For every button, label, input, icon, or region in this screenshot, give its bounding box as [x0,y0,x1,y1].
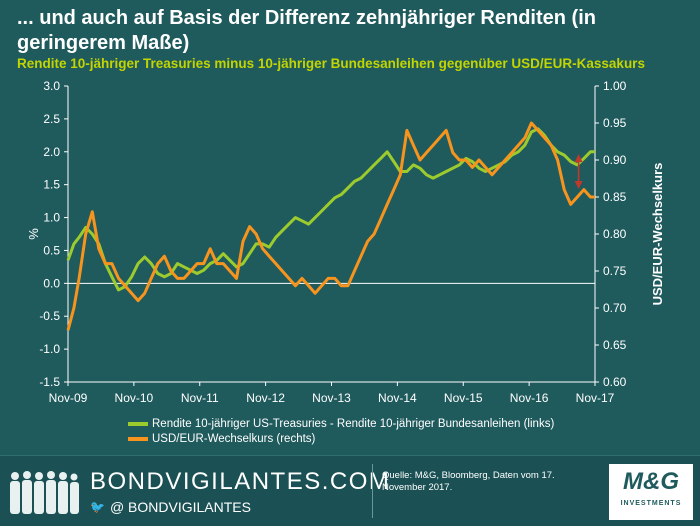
x-tick-label: Nov-15 [444,391,483,405]
legend-label-green: Rendite 10-jähriger US-Treasuries - Rend… [152,417,555,430]
chart-subtitle: Rendite 10-jähriger Treasuries minus 10-… [17,56,645,71]
logo-main: M&G [623,468,679,495]
left-tick-label: -1.0 [39,342,60,356]
brand-handle-text: @ BONDVIGILANTES [109,499,251,515]
left-tick-label: 1.0 [43,211,60,225]
right-tick-label: 0.85 [603,190,627,204]
footer: BONDVIGILANTES.COM 🐦 @ BONDVIGILANTES Qu… [0,455,700,526]
x-tick-label: Nov-10 [115,391,154,405]
legend-swatch-green [128,421,148,426]
x-tick-label: Nov-12 [246,391,285,405]
y-axis-label-right: USD/EUR-Wechselkurs [650,163,665,306]
right-tick-label: 1.00 [603,79,627,93]
brand-handle[interactable]: 🐦 @ BONDVIGILANTES [90,499,251,515]
legend-item-orange: USD/EUR-Wechselkurs (rechts) [128,431,554,446]
brand-name[interactable]: BONDVIGILANTES.COM [90,468,391,495]
right-tick-label: 0.75 [603,264,627,278]
left-tick-label: -1.5 [39,375,60,389]
chart-canvas: -1.5 -1.0 -0.5 0.0 0.5 1.0 1.5 2.0 2.5 3.0 0.60 0.6… [26,79,665,405]
right-tick-label: 0.65 [603,338,627,352]
right-tick-label: 0.95 [603,116,627,130]
left-tick-label: 0.0 [43,276,60,290]
left-tick-label: 2.5 [43,112,60,126]
x-tick-label: Nov-17 [576,391,615,405]
left-tick-label: 3.0 [43,79,60,93]
right-tick-label: 0.90 [603,153,627,167]
left-tick-label: 1.5 [43,178,60,192]
x-tick-label: Nov-14 [378,391,417,405]
x-tick-label: Nov-09 [49,391,88,405]
chart-title: ... und auch auf Basis der Differenz zeh… [17,7,596,54]
people-silhouettes-icon [10,471,79,514]
right-tick-label: 0.60 [603,375,627,389]
footer-divider [372,464,373,518]
logo-sub: INVESTMENTS [620,500,682,507]
right-tick-label: 0.70 [603,301,627,315]
divergence-arrow-head-down [574,180,583,189]
series-line-yield-spread [66,127,595,292]
divergence-arrow-head-up [574,154,583,163]
series-line-usd-eur [66,121,595,331]
legend: Rendite 10-jähriger US-Treasuries - Rend… [128,416,554,446]
left-tick-label: 0.5 [43,243,60,257]
left-tick-label: 2.0 [43,145,60,159]
left-tick-label: -0.5 [39,309,60,323]
right-tick-label: 0.80 [603,227,627,241]
legend-label-orange: USD/EUR-Wechselkurs (rechts) [152,432,316,445]
legend-swatch-orange [128,436,148,441]
x-tick-label: Nov-16 [510,391,549,405]
y-axis-label-left: % [26,228,41,240]
twitter-bird-icon: 🐦 [90,500,105,514]
source-note: Quelle: M&G, Bloomberg, Daten vom 17. No… [382,470,555,493]
legend-item-green: Rendite 10-jähriger US-Treasuries - Rend… [128,416,554,431]
x-tick-label: Nov-13 [312,391,351,405]
x-tick-label: Nov-11 [181,391,219,405]
mg-investments-logo: M&G INVESTMENTS [609,464,693,520]
